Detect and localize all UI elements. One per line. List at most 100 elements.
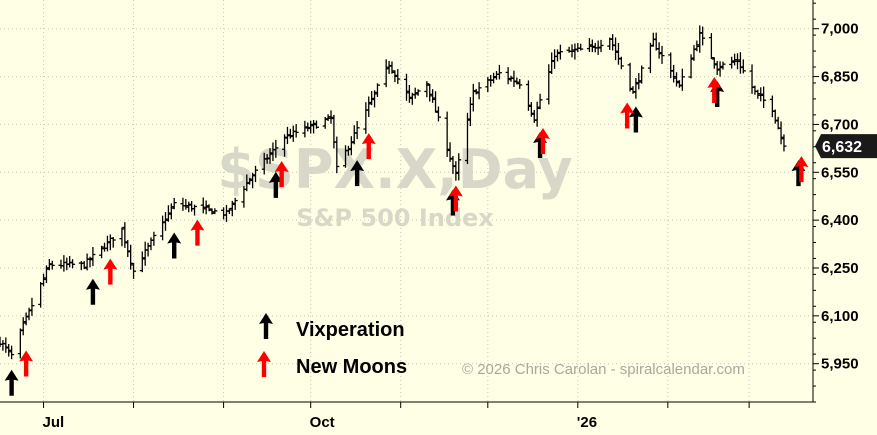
price-bar xyxy=(253,165,259,183)
price-bar xyxy=(647,42,653,74)
price-tick-label: 6,550 xyxy=(821,164,859,181)
legend-new-moons-label: New Moons xyxy=(296,356,407,378)
price-bar xyxy=(163,212,169,231)
vixperation-arrow-icon xyxy=(350,160,365,187)
price-bar xyxy=(430,89,436,103)
price-bar xyxy=(311,119,317,134)
price-bar xyxy=(354,120,360,140)
new-moon-arrow-icon xyxy=(535,128,550,155)
price-bar xyxy=(720,61,726,70)
legend-vixperation-arrow-icon xyxy=(259,313,273,339)
price-bar xyxy=(26,307,32,321)
price-bar xyxy=(578,43,584,51)
new-moon-arrow-icon xyxy=(103,258,118,285)
new-moon-arrow-icon xyxy=(620,102,635,129)
time-axis: Jul Oct '26 xyxy=(43,402,750,431)
price-bar xyxy=(598,39,604,53)
price-bar xyxy=(517,79,523,89)
price-bar xyxy=(366,96,372,117)
price-bar xyxy=(778,121,784,145)
price-bar xyxy=(168,203,174,220)
price-bar xyxy=(284,126,290,145)
price-bar xyxy=(325,114,331,121)
price-bar xyxy=(404,73,409,101)
price-bar xyxy=(125,240,131,258)
price-bar xyxy=(700,26,706,46)
price-bar xyxy=(395,69,401,84)
price-bar xyxy=(20,317,26,336)
time-tick-label: Jul xyxy=(43,414,65,431)
vixperation-arrow-icon xyxy=(85,278,100,305)
price-bar xyxy=(476,82,482,100)
price-bar xyxy=(659,45,665,64)
price-bar xyxy=(328,110,334,124)
price-bar xyxy=(374,83,380,97)
price-bar xyxy=(671,64,677,83)
legend: Vixperation New Moons xyxy=(257,313,407,378)
price-bar xyxy=(496,64,502,80)
price-tick-label: 5,950 xyxy=(821,356,859,373)
price-bar xyxy=(348,136,354,156)
price-bar xyxy=(372,90,378,108)
price-bar xyxy=(206,204,212,212)
price-bar xyxy=(740,59,746,74)
copyright-notice: © 2026 Chris Carolan - spiralcalendar.co… xyxy=(462,361,745,378)
price-bar xyxy=(232,197,238,210)
price-bar xyxy=(247,177,253,185)
price-bar xyxy=(557,44,563,60)
price-bar xyxy=(586,38,592,53)
price-bar xyxy=(122,222,128,248)
price-bar xyxy=(491,72,497,84)
price-bar xyxy=(758,87,764,102)
price-tick-label: 6,700 xyxy=(821,116,859,133)
price-bar xyxy=(656,42,662,59)
price-bar xyxy=(104,235,110,252)
price-bar xyxy=(735,53,741,70)
price-bar xyxy=(131,262,137,279)
signal-arrows xyxy=(4,76,809,396)
price-bars xyxy=(0,25,787,360)
symbol-watermark: $SPX.X,Day xyxy=(217,138,572,201)
price-bar xyxy=(433,91,439,113)
price-bar xyxy=(267,148,273,164)
price-bar xyxy=(209,208,215,215)
price-bar xyxy=(305,122,311,132)
new-moon-arrow-icon xyxy=(274,160,289,187)
last-value-label-background xyxy=(815,134,877,159)
price-bar xyxy=(250,172,256,189)
new-moon-arrow-icon xyxy=(361,133,376,160)
price-bar xyxy=(627,62,633,92)
vixperation-arrow-icon xyxy=(167,232,182,259)
price-bar xyxy=(119,227,125,247)
price-bar xyxy=(287,128,293,139)
legend-new-moon-arrow-icon xyxy=(257,351,271,377)
new-moon-arrow-icon xyxy=(190,219,205,246)
price-bar xyxy=(456,153,462,181)
new-moon-arrow-icon xyxy=(19,350,34,377)
price-bar xyxy=(3,337,9,353)
price-bar xyxy=(81,261,87,270)
new-moon-arrow-icon xyxy=(794,156,809,183)
price-bar xyxy=(128,244,134,270)
price-bar xyxy=(406,84,412,103)
price-bar xyxy=(711,57,717,69)
price-bar xyxy=(534,101,540,127)
price-bar xyxy=(49,260,55,270)
price-bar xyxy=(192,204,198,216)
price-axis: 5,950 6,100 6,250 6,400 6,550 6,700 6,850 7,000 xyxy=(813,2,859,403)
vixperation-arrow-icon xyxy=(268,171,283,198)
price-bar xyxy=(183,199,189,210)
price-bar xyxy=(139,251,145,273)
price-bar xyxy=(761,86,767,108)
price-bar xyxy=(41,273,47,287)
price-tick-label: 6,850 xyxy=(821,69,859,86)
price-bar xyxy=(186,201,192,213)
legend-vixperation-arrow-shape xyxy=(259,313,273,339)
price-bar xyxy=(200,197,206,214)
price-bar xyxy=(282,134,288,157)
price-bar xyxy=(383,59,389,88)
price-bar xyxy=(554,49,560,62)
time-tick-label: '26 xyxy=(577,414,597,431)
price-bar xyxy=(412,87,418,99)
